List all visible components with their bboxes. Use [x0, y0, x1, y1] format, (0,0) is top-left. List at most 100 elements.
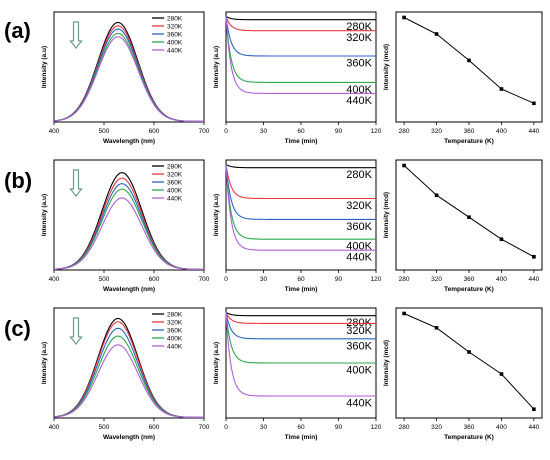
plot-frame: [395, 307, 543, 419]
decay-line-320K: [225, 164, 376, 200]
x-tick-label: 120: [371, 424, 382, 431]
panel-b-spectrum: 400 500 600 700 Wavelength (nm) Intensity (a.…: [41, 159, 210, 293]
decay-line-320K: [225, 312, 376, 324]
intensity-line: [403, 313, 535, 410]
x-tick-label: 440: [528, 128, 539, 135]
y-axis-label: Intensity (mcd): [383, 192, 390, 238]
line-label: 320K: [346, 200, 372, 212]
legend-entry: 320K: [167, 319, 183, 326]
intensity-line: [403, 165, 535, 258]
data-point: [499, 237, 504, 241]
decay-line-360K: [225, 164, 376, 220]
data-point: [499, 372, 504, 376]
panel-a-intensity: 280 320 360 400 440 Temperature (K) Intensity …: [383, 11, 543, 145]
decrease-arrow-icon: [69, 21, 83, 49]
data-point: [532, 407, 536, 411]
x-tick-label: 360: [464, 276, 475, 283]
panel-a-spectrum: 400 500 600 700 Wavelength (nm) Intensity (a.…: [41, 11, 210, 145]
spectrum-line-440K: [53, 344, 204, 418]
x-tick-label: 60: [297, 128, 305, 135]
legend-entry: 400K: [167, 187, 183, 194]
data-point: [467, 350, 471, 354]
decay-line-400K: [225, 164, 376, 240]
x-tick-label: 500: [99, 128, 110, 135]
x-tick-label: 400: [496, 424, 507, 431]
x-tick-label: 30: [260, 128, 268, 135]
x-tick-label: 400: [496, 276, 507, 283]
decay-line-440K: [225, 16, 376, 94]
x-tick-label: 30: [260, 276, 268, 283]
row-label: (c): [4, 316, 31, 341]
legend-entry: 360K: [167, 179, 183, 186]
y-axis-label: Intensity (mcd): [383, 340, 390, 386]
legend-entry: 400K: [167, 39, 183, 46]
x-tick-label: 700: [199, 424, 210, 431]
data-point: [467, 58, 471, 63]
y-axis-label: Intensity (a.u): [213, 46, 220, 88]
x-axis-label: Wavelength (nm): [103, 286, 155, 293]
data-point: [402, 163, 406, 168]
data-point: [499, 87, 504, 91]
legend-entry: 360K: [167, 31, 183, 38]
x-tick-label: 280: [399, 128, 410, 135]
y-axis-label: Intensity (a.u): [41, 194, 48, 236]
x-tick-label: 400: [49, 128, 60, 135]
x-tick-label: 120: [371, 128, 382, 135]
x-tick-label: 90: [335, 128, 343, 135]
decay-line-280K: [225, 15, 376, 21]
x-axis-label: Temperature (K): [444, 434, 494, 441]
x-tick-label: 320: [431, 276, 442, 283]
legend-entry: 440K: [167, 195, 183, 202]
x-tick-label: 90: [335, 276, 343, 283]
panel-b-intensity: 280 320 360 400 440 Temperature (K) Intensity …: [383, 159, 543, 293]
panel-c-spectrum: 400 500 600 700 Wavelength (nm) Intensity (a.…: [41, 307, 210, 441]
decay-line-280K: [225, 311, 376, 317]
line-label: 280K: [346, 169, 372, 181]
line-label: 440K: [346, 398, 372, 410]
x-tick-label: 400: [496, 128, 507, 135]
x-tick-label: 700: [199, 276, 210, 283]
plot-frame: [53, 11, 205, 123]
line-label: 360K: [346, 58, 372, 70]
legend-entry: 280K: [167, 15, 183, 22]
legend-entry: 440K: [167, 343, 183, 350]
x-tick-label: 600: [149, 276, 160, 283]
spectrum-line-440K: [53, 197, 204, 270]
y-axis-label: Intensity (a.u): [41, 342, 48, 384]
x-tick-label: 30: [260, 424, 268, 431]
data-point: [434, 32, 439, 36]
x-tick-label: 0: [224, 424, 228, 431]
x-tick-label: 360: [464, 424, 475, 431]
line-label: 400K: [346, 365, 372, 377]
x-tick-label: 280: [399, 276, 410, 283]
legend-entry: 280K: [167, 163, 183, 170]
plot-frame: [53, 307, 205, 419]
panel-c-intensity: 280 320 360 400 440 Temperature (K) Intensity …: [383, 307, 543, 441]
line-label: 360K: [346, 221, 372, 233]
x-tick-label: 320: [431, 424, 442, 431]
x-tick-label: 700: [199, 128, 210, 135]
y-axis-label: Intensity (mcd): [383, 44, 390, 90]
row-label: (b): [4, 168, 32, 193]
legend-entry: 440K: [167, 47, 183, 54]
plot-frame: [395, 11, 543, 123]
legend-entry: 320K: [167, 171, 183, 178]
decay-line-280K: [225, 163, 376, 169]
decay-line-440K: [225, 164, 376, 251]
legend-entry: 320K: [167, 23, 183, 30]
plot-frame: [53, 159, 205, 271]
spectrum-line-440K: [53, 36, 204, 122]
x-tick-label: 60: [297, 276, 305, 283]
x-tick-label: 120: [371, 276, 382, 283]
decay-line-320K: [225, 16, 376, 32]
data-point: [532, 255, 536, 259]
row-label: (a): [4, 18, 31, 43]
plot-frame: [395, 159, 543, 271]
legend-entry: 360K: [167, 327, 183, 334]
x-tick-label: 90: [335, 424, 343, 431]
x-tick-label: 320: [431, 128, 442, 135]
x-axis-label: Time (min): [285, 286, 318, 293]
